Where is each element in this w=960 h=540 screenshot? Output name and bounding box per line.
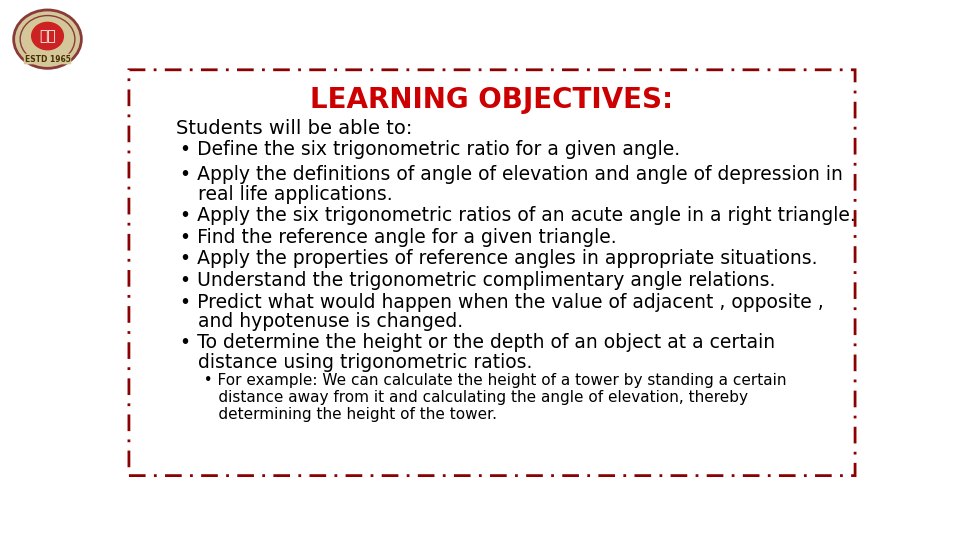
Text: • Apply the six trigonometric ratios of an acute angle in a right triangle.: • Apply the six trigonometric ratios of …: [180, 206, 855, 225]
Text: real life applications.: real life applications.: [180, 185, 392, 204]
Text: • To determine the height or the depth of an object at a certain: • To determine the height or the depth o…: [180, 333, 775, 353]
Text: • Apply the definitions of angle of elevation and angle of depression in: • Apply the definitions of angle of elev…: [180, 165, 842, 185]
Text: distance using trigonometric ratios.: distance using trigonometric ratios.: [180, 353, 532, 372]
Text: LEARNING OBJECTIVES:: LEARNING OBJECTIVES:: [310, 85, 674, 113]
Circle shape: [32, 22, 63, 50]
Text: Students will be able to:: Students will be able to:: [176, 119, 412, 138]
Text: determining the height of the tower.: determining the height of the tower.: [194, 407, 497, 422]
Text: and hypotenuse is changed.: and hypotenuse is changed.: [180, 312, 463, 331]
Circle shape: [13, 10, 82, 69]
Text: • Find the reference angle for a given triangle.: • Find the reference angle for a given t…: [180, 228, 616, 247]
Text: • Define the six trigonometric ratio for a given angle.: • Define the six trigonometric ratio for…: [180, 140, 680, 159]
Text: • Understand the trigonometric complimentary angle relations.: • Understand the trigonometric complimen…: [180, 271, 775, 290]
Text: distance away from it and calculating the angle of elevation, thereby: distance away from it and calculating th…: [194, 390, 749, 405]
Text: ESTD 1965: ESTD 1965: [25, 55, 70, 64]
Text: आय: आय: [39, 29, 56, 43]
Text: • Apply the properties of reference angles in appropriate situations.: • Apply the properties of reference angl…: [180, 249, 817, 268]
Text: • For example: We can calculate the height of a tower by standing a certain: • For example: We can calculate the heig…: [194, 373, 787, 388]
Text: • Predict what would happen when the value of adjacent , opposite ,: • Predict what would happen when the val…: [180, 293, 824, 312]
